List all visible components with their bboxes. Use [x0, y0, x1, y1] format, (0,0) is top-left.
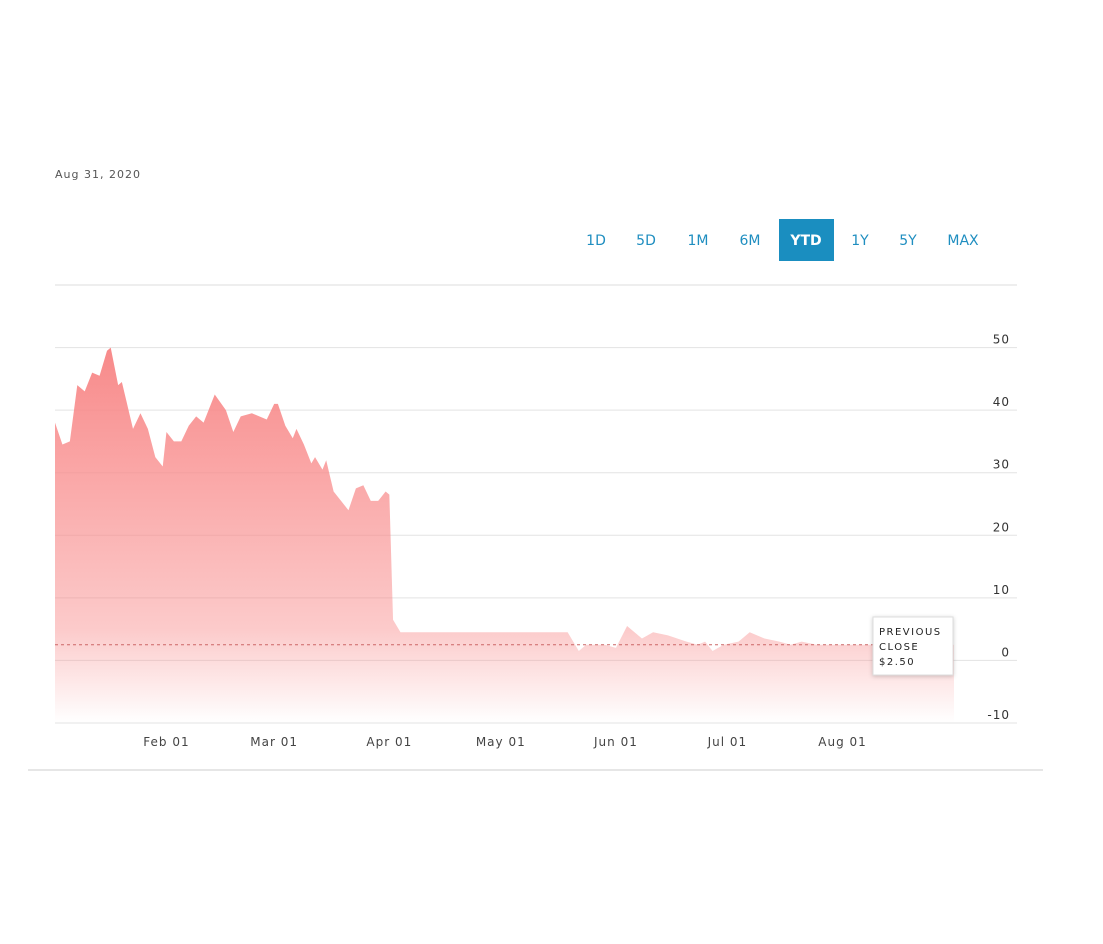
range-button[interactable]: YTD: [789, 233, 821, 249]
y-tick-label: 30: [993, 458, 1010, 472]
y-tick-label: 40: [993, 395, 1010, 409]
range-button[interactable]: 5Y: [899, 233, 917, 249]
range-button[interactable]: 5D: [636, 233, 656, 249]
x-tick-label: Mar 01: [250, 735, 298, 749]
x-tick-label: Apr 01: [366, 735, 412, 749]
range-button[interactable]: 1D: [586, 233, 606, 249]
x-tick-label: May 01: [476, 735, 526, 749]
range-button[interactable]: 6M: [740, 233, 761, 249]
date-label: Aug 31, 2020: [55, 168, 141, 181]
y-tick-label: 0: [1001, 645, 1010, 659]
previous-close-value: $2.50: [879, 657, 915, 668]
y-tick-label: -10: [987, 708, 1010, 722]
previous-close-label: PREVIOUS: [879, 627, 942, 638]
y-tick-label: 20: [993, 520, 1010, 534]
range-button-bg: [779, 219, 834, 261]
y-tick-label: 50: [993, 333, 1010, 347]
range-button[interactable]: 1M: [688, 233, 709, 249]
range-button[interactable]: MAX: [947, 233, 979, 249]
plot: PREVIOUS CLOSE $2.50: [55, 347, 954, 723]
previous-close-label: CLOSE: [879, 642, 919, 653]
y-tick-label: 10: [993, 583, 1010, 597]
range-button[interactable]: 1Y: [851, 233, 869, 249]
previous-close-box: [872, 616, 954, 676]
price-area: [55, 347, 954, 723]
x-tick-label: Aug 01: [818, 735, 867, 749]
x-tick-label: Feb 01: [143, 735, 189, 749]
x-tick-label: Jun 01: [593, 735, 638, 749]
range-buttons: 1D 5D 1M 6M YTD 1Y 5Y MAX: [586, 219, 979, 261]
x-tick-label: Jul 01: [707, 735, 748, 749]
